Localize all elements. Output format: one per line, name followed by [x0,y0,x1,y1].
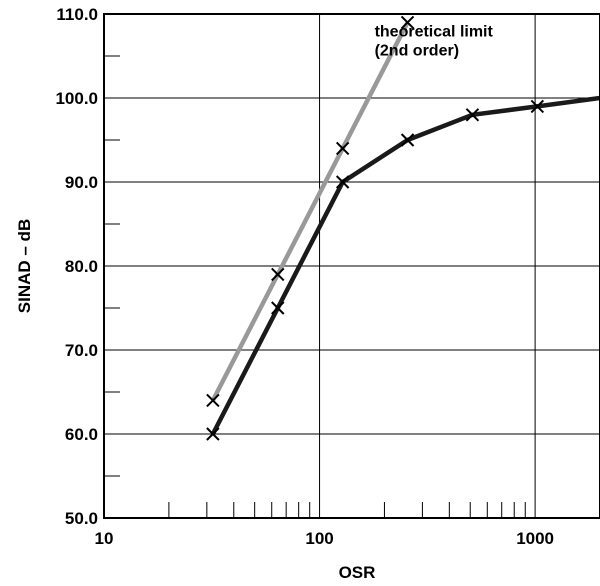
x-tick-label-0: 10 [95,529,114,548]
marker-stroke-b [206,427,220,441]
marker-stroke-b [530,99,545,114]
y-tick-label-4: 90.0 [65,173,98,192]
x-tick-label-1: 100 [305,529,333,548]
series-1-point-5 [530,99,545,114]
y-axis-title: SINAD – dB [15,219,34,313]
axis-layer [103,13,600,519]
series-0-point-2 [335,141,350,156]
series-layer [206,15,600,441]
y-tick-label-3: 80.0 [65,257,98,276]
marker-stroke-b [271,301,285,315]
marker-stroke-b [465,108,480,122]
marker-stroke-b [400,15,415,30]
annotation-0-line-1: (2nd order) [375,43,459,60]
series-0-point-0 [206,393,220,408]
x-tick-label-2: 1000 [516,529,554,548]
y-tick-label-1: 60.0 [65,425,98,444]
series-0-point-3 [400,15,415,30]
series-1-point-0 [206,427,220,441]
series-1-point-1 [271,301,285,315]
series-1-point-3 [400,133,415,147]
marker-stroke-b [335,175,350,189]
y-tick-label-2: 70.0 [65,341,98,360]
grid-layer [104,14,600,518]
x-axis-title: OSR [339,563,376,582]
y-tick-label-6: 110.0 [56,5,98,24]
series-1-point-2 [335,175,350,189]
marker-stroke-b [271,267,285,282]
plot-frame [103,13,600,519]
y-tick-label-0: 50.0 [65,509,98,528]
series-0-point-1 [271,267,285,282]
marker-stroke-b [335,141,350,156]
annotation-0-line-0: theoretical limit [375,24,494,41]
series-0-line [210,21,410,402]
series-1-point-4 [465,108,480,122]
marker-stroke-b [206,393,220,408]
label-layer: 50.0 60.0 70.0 80.0 90.0 100.0 110.0 10 100 1000 O… [15,5,554,582]
marker-stroke-b [400,133,415,147]
y-tick-label-5: 100.0 [55,89,98,108]
